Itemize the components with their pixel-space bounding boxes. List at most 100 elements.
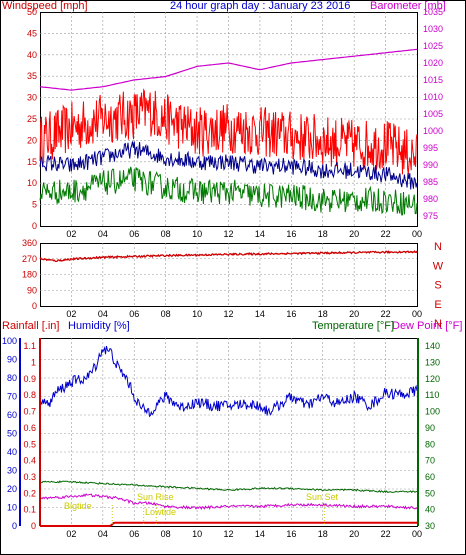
sunrise-annotation: Sun Rise [137,492,174,502]
chart-title: 24 hour graph day : January 23 2016 [170,0,350,12]
x-tick-label: 02 [66,229,76,239]
x-tick-label: 16 [286,229,296,239]
rain-y-tick-label: 0.5 [23,439,36,449]
baro-y-tick-label: 995 [423,143,438,153]
barometer-axis-title: Barometer [mb] [370,0,446,12]
x-tick-label: 16 [286,529,296,539]
temp-y-tick-label: 30 [425,521,435,531]
humidity-y-tick-label: 10 [7,503,17,513]
temp-y-tick-label: 130 [425,358,440,368]
humidity-y-tick-label: 30 [7,466,17,476]
compass-label: S [434,280,441,292]
rain-y-tick-label: 1.1 [23,341,36,351]
x-tick-label: 22 [381,229,391,239]
dewpoint-axis-title: Dew Point [°F] [392,320,462,332]
rainfall-line [40,521,417,527]
humidity-y-tick-label: 90 [7,355,17,365]
x-tick-label: 10 [192,309,202,319]
temp-y-tick-label: 110 [425,390,439,400]
temperature-axis-title: Temperature [°F] [312,320,394,332]
baro-y-tick-label: 1025 [423,41,443,51]
temperature-line [39,480,418,494]
humidity-line [39,345,418,418]
wind-y-tick-label: 20 [27,135,37,145]
temp-y-tick-label: 70 [425,456,435,466]
x-tick-label: 02 [66,309,76,319]
humidity-y-tick-label: 50 [7,429,17,439]
x-tick-label: 18 [318,309,328,319]
windspeed-axis-title: Windspeed [mph] [2,0,88,12]
wind-y-tick-label: 0 [32,221,37,231]
rain-y-tick-label: 0.7 [23,407,36,417]
wind-y-tick-label: 10 [27,178,37,188]
wind-y-tick-label: 50 [27,7,37,17]
x-tick-label: 12 [223,229,233,239]
wind-low-line [39,166,418,216]
temp-y-tick-label: 140 [425,341,440,351]
humidity-y-tick-label: 40 [7,447,17,457]
temp-y-tick-label: 50 [425,488,435,498]
wind-y-tick-label: 15 [27,157,37,167]
wind-y-tick-label: 35 [27,71,37,81]
x-tick-label: 06 [129,529,139,539]
x-tick-label: 06 [129,229,139,239]
x-tick-label: 16 [286,309,296,319]
baro-y-tick-label: 985 [423,177,438,187]
rain-y-tick-label: 0.6 [23,423,36,433]
x-tick-label: 04 [98,229,108,239]
x-tick-label: 20 [349,529,359,539]
x-tick-label: 10 [192,529,202,539]
x-tick-label: 18 [318,529,328,539]
temp-y-tick-label: 40 [425,505,435,515]
rainfall-axis-title: Rainfall [.in] [2,320,59,332]
compass-label: N [434,318,442,330]
baro-y-tick-label: 1020 [423,58,443,68]
temp-y-tick-label: 90 [425,423,435,433]
wind-y-tick-label: 5 [32,200,37,210]
temp-y-tick-label: 100 [425,407,440,417]
windspeed-line [39,88,418,175]
x-tick-label: 12 [223,529,233,539]
compass-label: W [433,260,444,272]
direction-y-tick-label: 270 [22,254,37,264]
baro-y-tick-label: 1000 [423,126,443,136]
wind-y-tick-label: 25 [27,114,37,124]
wind-y-tick-label: 40 [27,50,37,60]
x-tick-label: 00 [412,229,422,239]
temp-y-tick-label: 120 [425,374,440,384]
rain-y-tick-label: 1 [31,358,36,368]
x-tick-label: 06 [129,309,139,319]
baro-y-tick-label: 1035 [423,7,443,17]
rain-y-tick-label: 0 [31,521,36,531]
lowtide-annotation: Lowtide [145,507,176,517]
rain-y-tick-label: 0.8 [23,390,36,400]
direction-y-tick-label: 90 [27,285,37,295]
baro-y-tick-label: 990 [423,160,438,170]
x-tick-label: 14 [255,529,265,539]
baro-y-tick-label: 975 [423,211,438,221]
x-tick-label: 00 [412,529,422,539]
x-tick-label: 00 [412,309,422,319]
sunset-annotation: Sun Set [306,492,339,502]
direction-y-tick-label: 360 [22,238,37,248]
x-tick-label: 22 [381,309,391,319]
x-tick-label: 02 [66,529,76,539]
temp-y-tick-label: 80 [425,439,435,449]
wind-y-tick-label: 45 [27,28,37,38]
x-tick-label: 14 [255,229,265,239]
x-tick-label: 12 [223,309,233,319]
compass-label: E [434,299,441,311]
baro-y-tick-label: 1015 [423,75,443,85]
x-tick-label: 20 [349,309,359,319]
direction-plot-area [40,243,418,307]
x-tick-label: 04 [98,529,108,539]
x-tick-label: 08 [161,529,171,539]
temp-y-tick-label: 60 [425,472,435,482]
direction-y-tick-label: 180 [22,270,37,280]
wind-y-tick-label: 30 [27,93,37,103]
rain-y-tick-label: 0.3 [23,472,36,482]
humidity-y-tick-label: 20 [7,484,17,494]
x-tick-label: 04 [98,309,108,319]
compass-label: N [434,241,442,253]
